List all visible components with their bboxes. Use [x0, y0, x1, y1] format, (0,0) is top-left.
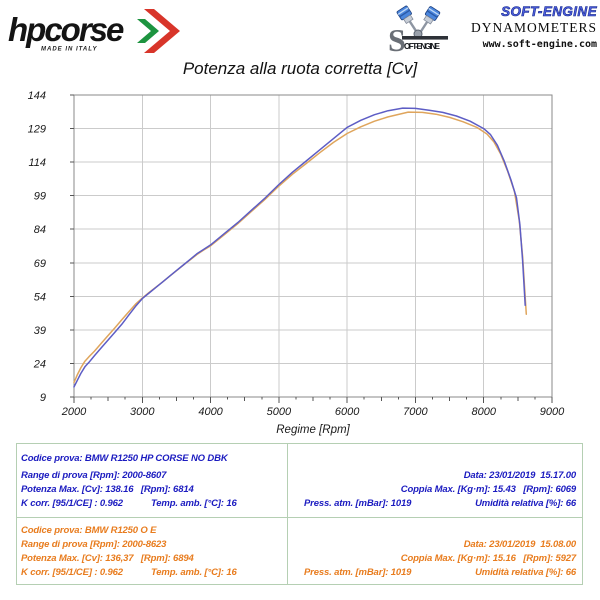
chevron-red-icon: [144, 9, 180, 53]
y-tick-label: 99: [34, 191, 46, 203]
chart-title: Potenza alla ruota corretta [Cv]: [182, 59, 418, 78]
y-tick-label: 39: [34, 325, 46, 337]
emblem-bar: [402, 36, 448, 40]
x-tick-label: 7000: [403, 406, 428, 418]
press-atm-value: Press. atm. [mBar]: 1019: [304, 498, 412, 509]
y-tick-label: 129: [28, 124, 46, 136]
soft-engine-logo: S OFT-ENGINE SOFT-ENGINE DYNAMOMETERS ww…: [388, 0, 600, 56]
test-record-hp-corse: Codice prova: BMW R1250 HP CORSE NO DBK …: [16, 443, 583, 518]
soft-engine-website: www.soft-engine.com: [482, 39, 597, 50]
soft-engine-emblem: S OFT-ENGINE: [388, 5, 448, 56]
codice-prova-value: Codice prova: BMW R1250 O E: [21, 525, 157, 536]
chevron-green-icon: [137, 19, 159, 43]
range-di-prova-value: Range di prova [Rpm]: 2000-8607: [21, 470, 167, 481]
coppia-max-value: Coppia Max. [Kg·m]: 15.43 [Rpm]: 6069: [400, 484, 576, 495]
data-value: Data: 23/01/2019 15.08.00: [463, 539, 576, 550]
emblem-s-letter: S: [388, 22, 406, 56]
hp-corse-tagline: MADE IN ITALY: [41, 47, 97, 53]
coppia-max-value: Coppia Max. [Kg·m]: 15.16 [Rpm]: 5927: [400, 553, 576, 564]
hp-corse-logo-graphic: hpcorse MADE IN ITALY: [8, 9, 180, 53]
table-divider: [287, 518, 288, 584]
y-tick-label: 114: [28, 157, 46, 169]
x-tick-label: 5000: [267, 406, 292, 418]
chart-canvas: 9 24 39 54 69 84 99 114 129 144 2000 3000 4000 5000 60…: [28, 90, 565, 436]
potenza-max-value: Potenza Max. [Cv]: 136,37 [Rpm]: 6894: [21, 553, 194, 564]
power-curve: [73, 111, 528, 384]
x-axis-label: Regime [Rpm]: [276, 424, 350, 436]
piston-right-icon: [419, 6, 441, 34]
x-tick-label: 9000: [540, 406, 565, 418]
table-divider: [287, 444, 288, 517]
hp-corse-logo: hpcorse MADE IN ITALY: [4, 4, 184, 54]
y-tick-label: 84: [34, 224, 46, 236]
potenza-max-value: Potenza Max. [Cv]: 138.16 [Rpm]: 6814: [21, 484, 194, 495]
emblem-text: OFT-ENGINE: [404, 42, 441, 51]
y-tick-label: 54: [34, 291, 46, 303]
temp-amb-value: Temp. amb. [°C]: 16: [151, 567, 237, 578]
hp-corse-wordmark: hpcorse: [8, 11, 124, 48]
k-corr-value: K corr. [95/1/CE] : 0.962: [21, 567, 123, 578]
codice-prova-value: Codice prova: BMW R1250 HP CORSE NO DBK: [21, 453, 228, 464]
umidita-value: Umidità relativa [%]: 66: [475, 567, 576, 578]
test-record-oe: Codice prova: BMW R1250 O E Range di pro…: [16, 518, 583, 585]
y-tick-label: 69: [34, 258, 46, 270]
x-tick-label: 4000: [198, 406, 223, 418]
dynamometers-label: DYNAMOMETERS: [470, 20, 597, 35]
y-tick-label: 24: [33, 358, 46, 370]
press-atm-value: Press. atm. [mBar]: 1019: [304, 567, 412, 578]
umidita-value: Umidità relativa [%]: 66: [475, 498, 576, 509]
x-tick-label: 3000: [130, 406, 155, 418]
x-tick-label: 6000: [335, 406, 360, 418]
temp-amb-value: Temp. amb. [°C]: 16: [151, 498, 237, 509]
x-tick-label: 2000: [61, 406, 87, 418]
power-curve-chart: 9 24 39 54 69 84 99 114 129 144 2000 3000 4000 5000 60…: [0, 85, 600, 443]
piston-left-icon: [396, 5, 418, 33]
data-value: Data: 23/01/2019 15.17.00: [463, 470, 576, 481]
y-tick-label: 144: [28, 90, 46, 102]
x-tick-label: 8000: [471, 406, 496, 418]
y-tick-label: 9: [40, 392, 46, 404]
soft-engine-wordmark: SOFT-ENGINE: [501, 4, 597, 20]
k-corr-value: K corr. [95/1/CE] : 0.962: [21, 498, 123, 509]
power-curve: [73, 107, 526, 388]
plot-border: [73, 94, 553, 398]
range-di-prova-value: Range di prova [Rpm]: 2000-8623: [21, 539, 167, 550]
